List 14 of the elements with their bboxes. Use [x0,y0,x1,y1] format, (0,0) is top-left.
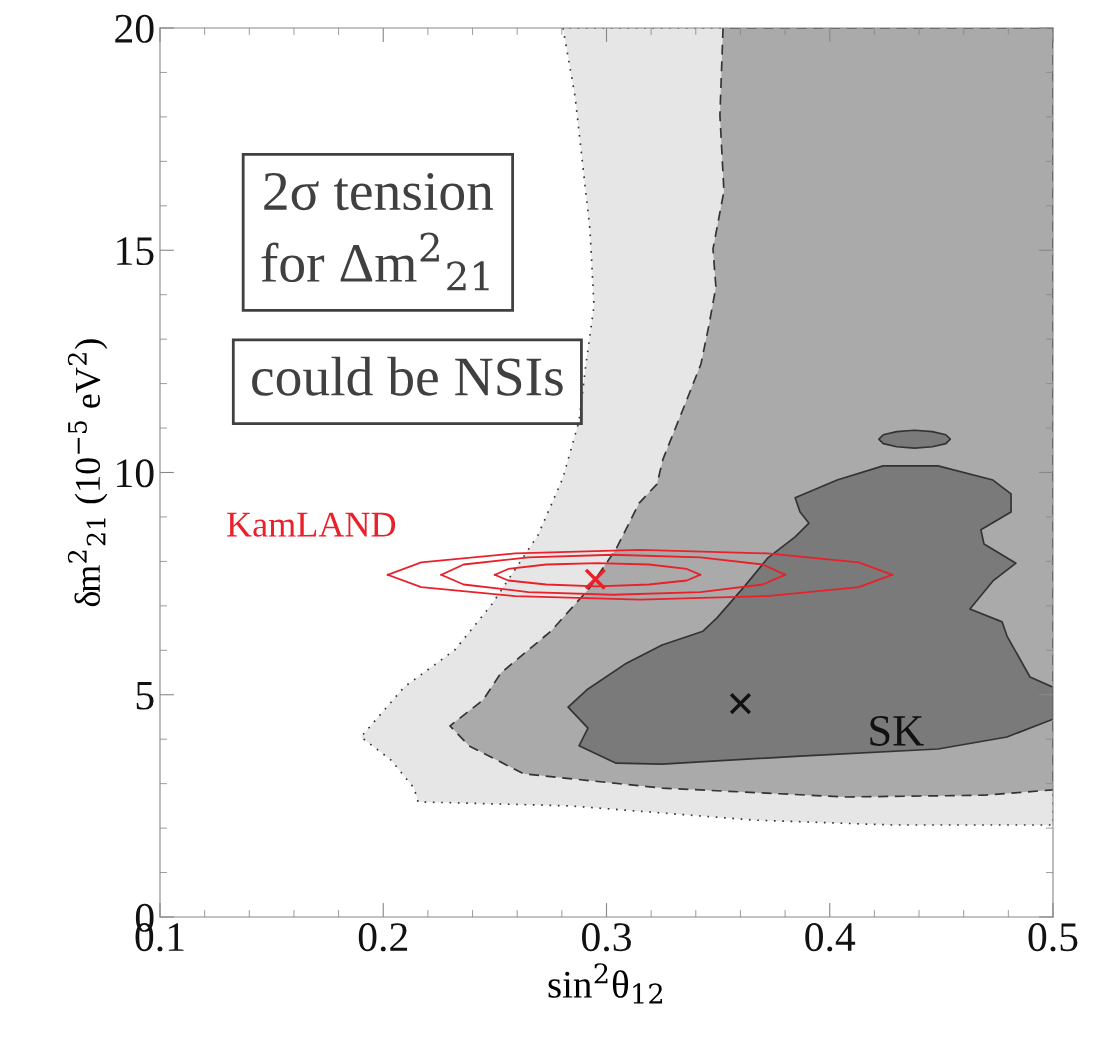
x-tick-label: 0.2 [358,923,407,952]
annotation: could be NSIs [252,356,563,396]
y-tick-label: 15 [117,237,154,266]
annotation: SK [870,716,924,746]
series-label: KamLAND [227,512,396,537]
x-axis-title: sin$^{2}$θ$_{12}$ [548,963,663,1004]
x-tick-label: 0.4 [805,923,856,952]
x-tick-label: 0.5 [1028,923,1078,952]
y-tick-label: 20 [115,14,154,43]
y-axis-title: δm$^{2}$$_{21}$ (10$^{−5}$ eV$^{2}$) [67,339,108,607]
x-tick-label: 0.3 [582,923,631,952]
annotation: 2σ tension for Δm$^{2}$$_{21}$ [261,172,494,291]
y-tick-label: 10 [117,459,154,488]
y-tick-label: 5 [136,681,154,710]
